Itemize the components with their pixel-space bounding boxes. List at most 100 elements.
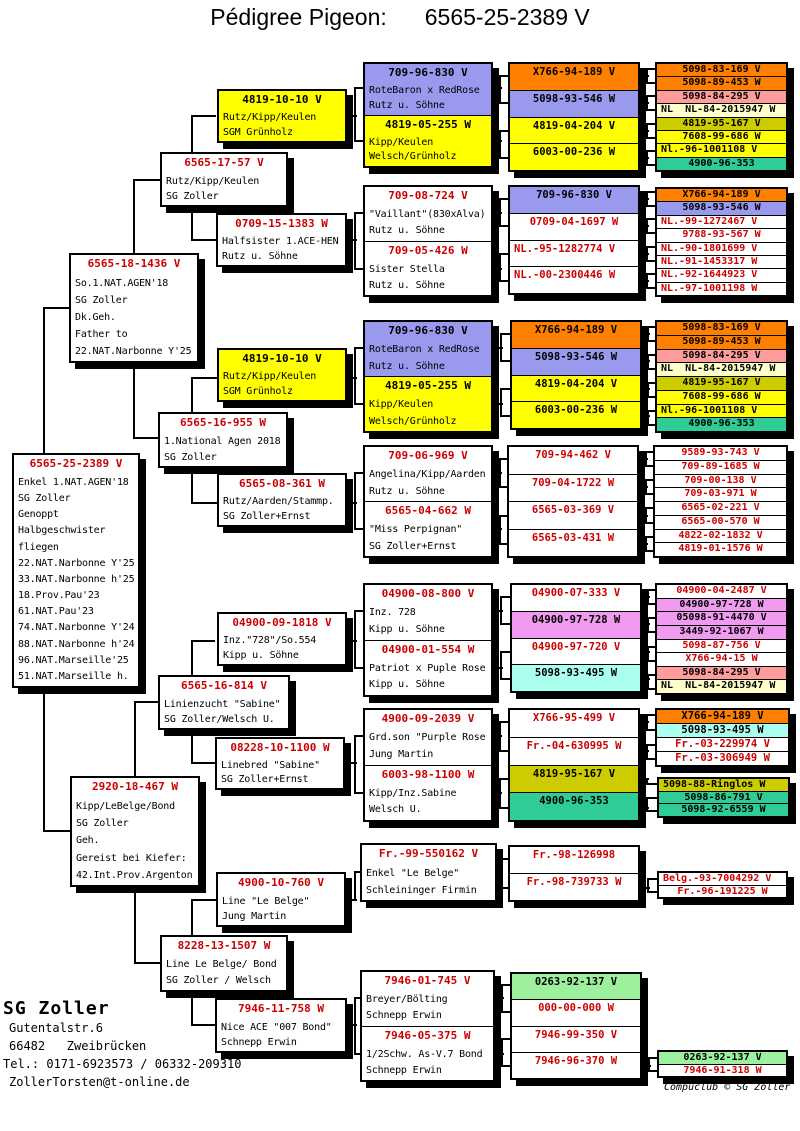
pedigree-box-gg5: 04900-09-1818 V Inz."728"/So.554 Kipp u. S… [217,612,347,666]
info-line: Breyer/Bölting [366,994,448,1005]
page-title: Pédigree Pigeon: 6565-25-2389 V [0,4,800,31]
connector-child-stub [639,515,648,517]
pedigree-section: 709-04-1722 W [509,473,637,501]
pedigree-section: 4900-09-2039 V Grd.son "Purple Rose Jung M… [365,710,491,765]
connector-parent-stub [647,164,656,166]
connector-parent-stub [134,437,160,439]
ring-number: 709-04-1722 W [531,476,615,489]
connector-child-stub [640,130,649,132]
connector-spine [645,536,647,552]
info-line: Linebred "Sabine" [221,760,320,771]
connector-parent-stub [646,507,654,509]
breeder-email: ZollerTorsten@t-online.de [9,1075,190,1089]
connector-spine [499,778,501,809]
pedigree-section: NL NL-84-2015947 W [657,362,786,376]
info-line: SGM Grünholz [223,385,293,397]
ring-number: 04900-01-554 W [381,642,475,656]
ring-number: 5098-93-546 W [682,202,761,214]
pedigree-section: Nl.-96-1001108 V [657,143,786,157]
info-line: Jung Martin [369,748,434,760]
connector-parent-stub [501,333,511,335]
info-line: SGM Grünholz [223,126,293,138]
ring-number: Fr.-03-306949 W [675,752,770,764]
ring-number: 5098-89-453 W [682,77,761,89]
ring-number: 709-05-426 W [388,243,468,257]
connector-parent-stub [502,984,511,986]
pedigree-box-sire-sire: 6565-17-57 V Rutz/Kipp/Keulen SG Zoller [160,152,288,207]
connector-parent-stub [500,198,509,200]
pedigree-box-gg8: 7946-11-758 W Nice ACE "007 Bond" Schnepp … [215,998,347,1053]
ring-number: 4900-10-760 V [237,876,325,889]
connector-parent-stub [647,758,656,760]
connector-parent-stub [355,997,361,999]
connector-spine [646,191,648,207]
connector-parent-stub [500,280,509,282]
connector-parent-stub [648,326,656,328]
pedigree-section: 2920-18-467 W Kipp/LeBelge/Bond SG Zoller G… [72,778,198,885]
connector-spine [501,1038,503,1067]
pedigree-section: Nl.-96-1001108 V [657,403,786,418]
ring-number: 4819-95-167 V [682,117,761,129]
ring-number: 04900-97-728 W [531,613,621,626]
connector-spine [499,130,501,159]
info-line: 96.NAT.Marseille'25 [18,654,129,666]
ring-number: 4900-09-2039 V [381,712,475,725]
connector-child-stub [347,377,357,379]
ring-number: X766-94-189 V [534,324,618,336]
info-line: 18.Prov.Pau'23 [18,590,100,602]
connector-parent-stub [646,493,654,495]
connector-child-stub [642,596,650,598]
pedigree-section: 6565-03-369 V [509,501,637,529]
ring-number: 6003-00-236 W [534,404,618,417]
pedigree-section: 5098-93-546 W [510,89,638,117]
connector-spine [646,246,648,262]
pedigree-section: 5098-92-6559 W [659,803,788,817]
ring-number: 7608-99-686 W [682,390,761,402]
ring-number: 709-06-969 V [388,449,468,462]
connector-parent-stub [648,674,656,676]
pedigree-section: 6003-00-236 W [510,143,638,170]
pedigree-section: Fr.-03-306949 W [657,751,788,765]
connector-parent-stub [502,1065,511,1067]
ring-number: 6003-98-1100 W [381,767,475,781]
connector-spine [354,610,356,669]
pedigree-section: 6565-02-221 V [655,501,786,515]
ring-number: X766-95-499 V [532,712,616,724]
connector-spine [354,87,356,142]
connector-child-stub [493,735,502,737]
info-line: RoteBaron x RedRose [369,344,480,355]
ring-number: 7946-96-370 W [534,1054,618,1067]
ring-number: 5098-86-791 V [684,791,763,803]
ring-number: 6565-08-361 W [238,477,326,490]
pedigree-box-gg2: 0709-15-1383 W Halfsister 1.ACE-HEN Rutz u… [216,213,347,267]
connector-child-stub [493,87,502,89]
info-line: Kipp/Keulen [369,399,434,410]
pedigree-section: 7608-99-686 W [657,389,786,404]
ring-number: 709-08-724 V [388,189,468,202]
info-line: 1.National Agen 2018 [164,436,281,447]
pedigree-box-r6: X766-94-189 V 5098-93-495 W Fr.-03-229974 … [655,708,790,767]
ring-number: Fr.-98-739733 W [526,876,622,888]
connector-spine [354,997,356,1055]
pedigree-section: 4900-10-760 V Line "Le Belge" Jung Martin [218,874,344,925]
connector-parent-stub [647,150,656,152]
connector-parent-stub [648,340,656,342]
connector-spine [647,646,649,662]
connector-child-stub [640,750,649,752]
connector-parent-stub [647,260,656,262]
connector-parent-stub [355,87,364,89]
ring-number: Nl.-96-1001108 V [661,404,758,416]
connector-child-stub [640,225,649,227]
connector-parent-stub [192,239,216,241]
connector-parent-stub [192,1024,216,1026]
connector-parent-stub [648,410,656,412]
pedigree-section: Fr.-04-630995 W [510,736,638,765]
connector-spine [499,721,501,752]
pedigree-box-dam-dam: 8228-13-1507 W Line Le Belge/ Bond SG Zoll… [160,935,288,992]
pedigree-box-g1: 709-96-830 V RoteBaron x RedRose Rutz u. S… [363,62,493,168]
pedigree-box-gg4: 6565-08-361 W Rutz/Aarden/Stammp. SG Zolle… [217,473,347,527]
connector-parent-stub [647,729,656,731]
connector-parent-stub [647,246,656,248]
ring-number: NL.-99-1272467 V [661,215,758,227]
pedigree-section: 6565-08-361 W Rutz/Aarden/Stammp. SG Zolle… [219,475,345,525]
